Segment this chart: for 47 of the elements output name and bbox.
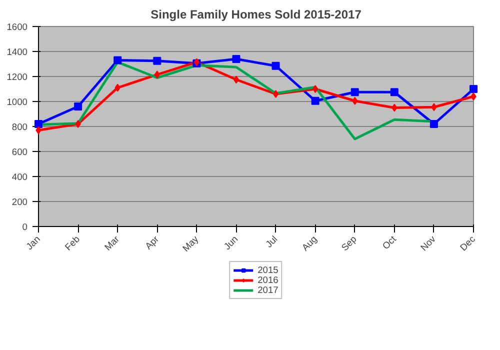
point [470,85,478,93]
point [390,88,398,96]
y-tick-label: 0 [22,222,28,232]
x-tick-label: Dec [458,234,478,253]
point [75,120,81,128]
y-tick-label: 1200 [6,72,28,82]
y-tick-label: 600 [12,147,28,157]
x-tick-label: Sep [340,234,358,253]
x-tick-label: Oct [380,234,398,252]
y-tick-label: 200 [12,197,28,207]
point [430,120,438,128]
point [350,88,359,96]
point [114,84,120,92]
x-tick-label: Jul [264,234,280,250]
point [36,126,42,134]
point [272,62,280,70]
point [114,56,122,64]
point [352,96,358,105]
point [153,56,162,65]
point [311,96,320,105]
point [470,92,476,100]
x-tick-label: Jan [24,234,42,252]
point [154,70,160,79]
point [431,103,437,112]
point [312,85,318,93]
y-tick-label: 800 [12,122,28,132]
point [233,76,240,84]
y-tick-label: 400 [12,172,28,182]
x-tick-label: May [180,234,200,254]
y-tick-label: 1000 [6,97,28,107]
x-tick-label: Apr [143,234,161,252]
y-tick-label: 1400 [6,47,28,57]
x-tick-label: Jun [222,234,240,252]
point [34,120,42,128]
point [232,55,240,63]
point [74,102,82,110]
legend-label: 2016 [258,275,278,285]
point [392,104,398,112]
x-tick-label: Nov [418,234,438,253]
legend-label: 2015 [258,265,278,275]
point [272,90,279,98]
legend-label: 2017 [258,285,278,295]
x-tick-label: Aug [300,234,319,253]
x-tick-label: Mar [102,234,122,252]
x-tick-label: Feb [63,234,82,252]
y-tick-label: 1600 [6,22,28,32]
chart-title: Single Family Homes Sold 2015-2017 [150,8,362,22]
